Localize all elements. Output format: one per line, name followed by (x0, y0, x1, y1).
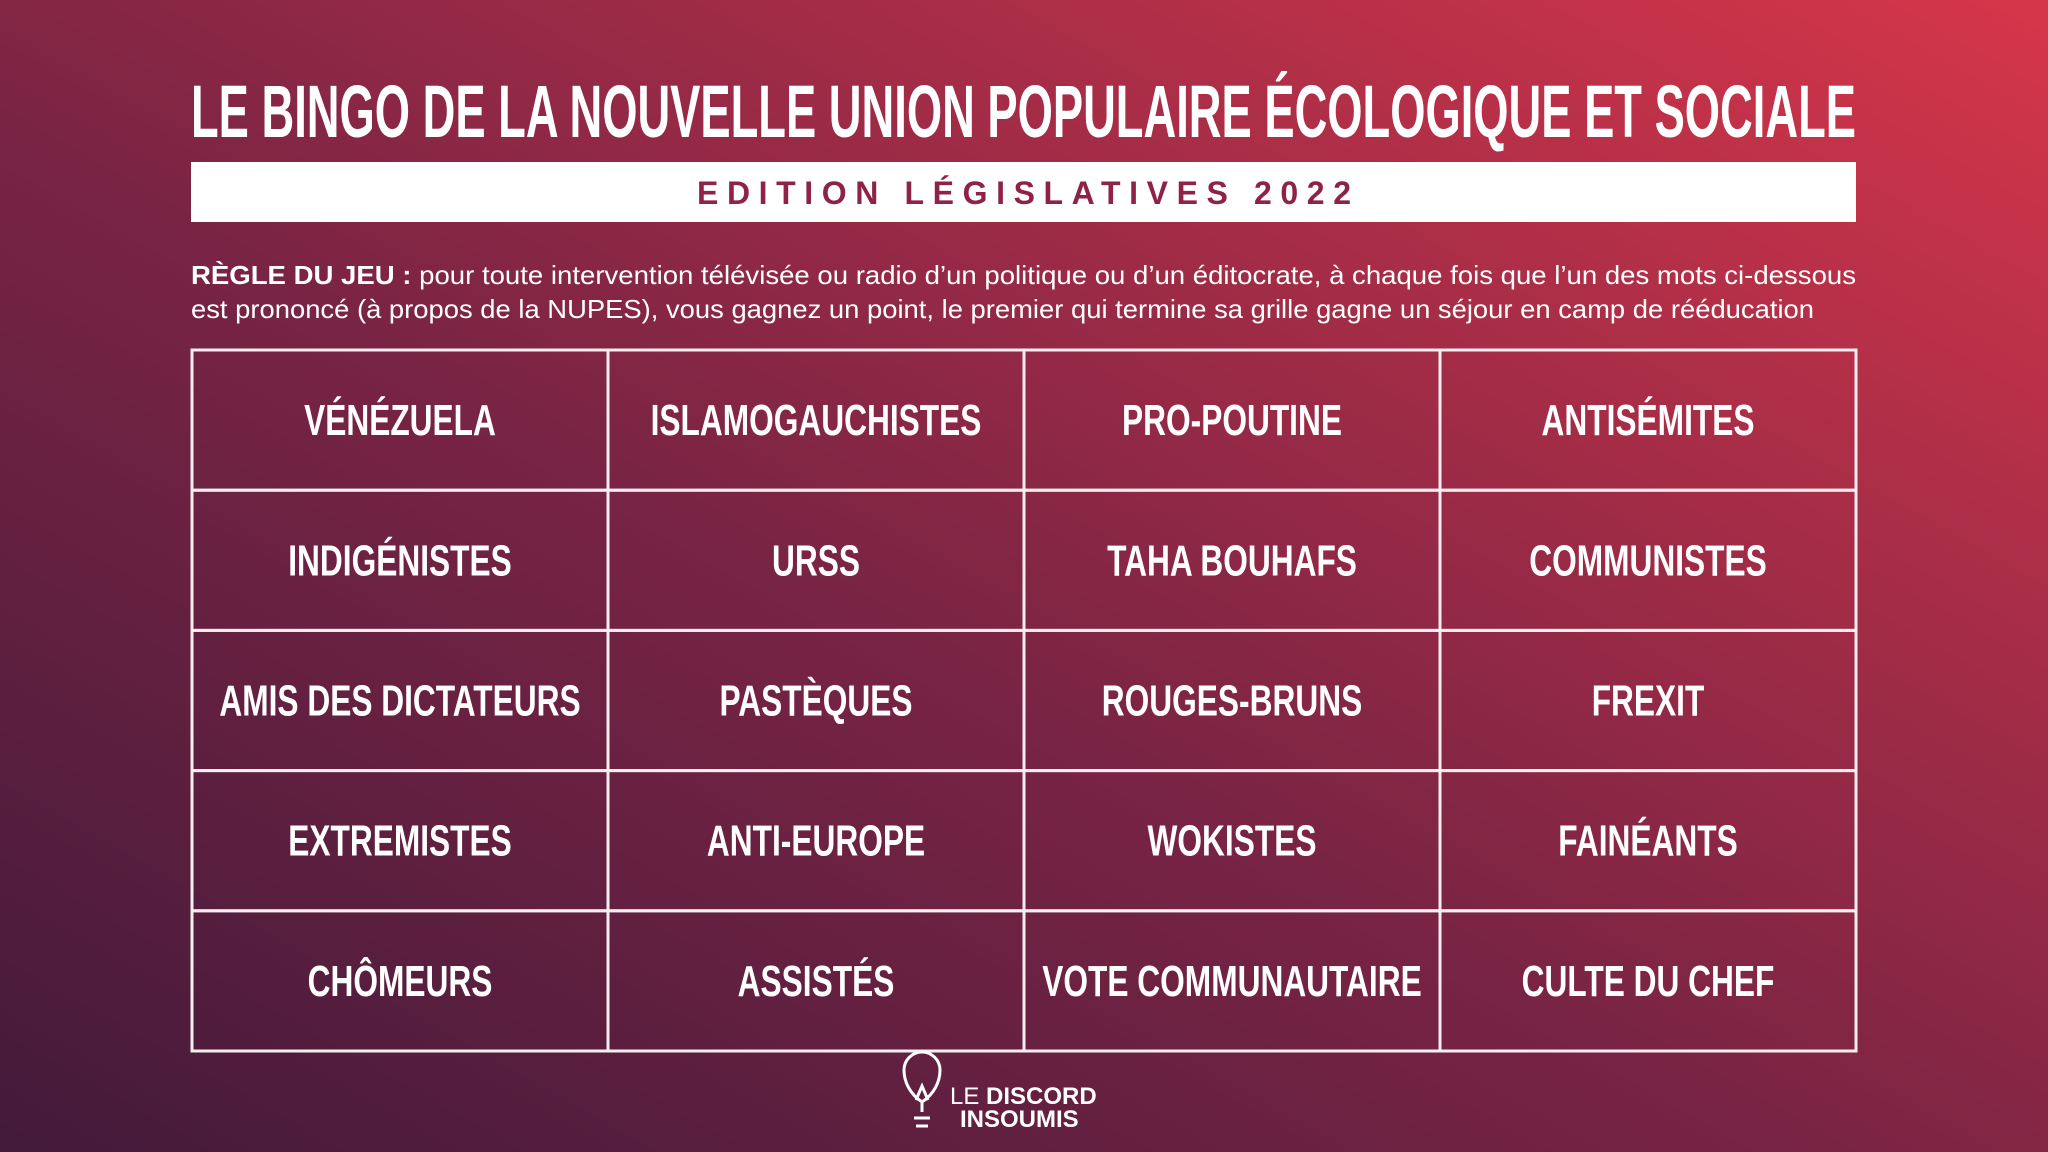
bingo-grid: VÉNÉZUELA ISLAMOGAUCHISTES PRO-POUTINE ANTI… (190, 348, 1858, 1053)
cell-label: ROUGES-BRUNS (1102, 676, 1362, 725)
cell-label: ANTISÉMITES (1542, 395, 1755, 445)
cell-label: INDIGÉNISTES (288, 535, 511, 585)
cell-label: CULTE DU CHEF (1522, 957, 1775, 1006)
cell-label: ASSISTÉS (738, 956, 895, 1006)
cell-label: COMMUNISTES (1529, 536, 1767, 585)
rules-line: RÈGLE DU JEU : pour toute intervention t… (191, 260, 1856, 290)
cell-label: URSS (772, 536, 860, 585)
cell-label: TAHA BOUHAFS (1107, 536, 1357, 585)
cell-label: VÉNÉZUELA (304, 395, 496, 445)
cell-label: FREXIT (1592, 676, 1705, 725)
bulb-icon (902, 1050, 942, 1128)
cell-label: WOKISTES (1148, 817, 1317, 866)
logo-le: LE (950, 1083, 979, 1110)
rules-label: RÈGLE DU JEU : (191, 260, 411, 290)
logo: LE DISCORD INSOUMIS (902, 1050, 1097, 1133)
cell-label: PRO-POUTINE (1122, 396, 1342, 445)
cell-label: ISLAMOGAUCHISTES (651, 396, 982, 445)
cell-label: VOTE COMMUNAUTAIRE (1042, 957, 1421, 1006)
cell-label: ANTI-EUROPE (707, 817, 925, 866)
rules-text: pour toute intervention télévisée ou rad… (419, 260, 1856, 290)
grid-cell (1438, 909, 1858, 1053)
rules-text: est prononcé (à propos de la NUPES), vou… (191, 294, 1814, 324)
cell-label: FAINÉANTS (1558, 816, 1737, 866)
logo-text: LE DISCORD (950, 1083, 1097, 1110)
cell-label: AMIS DES DICTATEURS (219, 676, 580, 725)
subtitle: EDITION LÉGISLATIVES 2022 (697, 175, 1351, 211)
subtitle-bar (191, 162, 1856, 222)
logo-discord: DISCORD (986, 1083, 1097, 1110)
cell-label: EXTREMISTES (288, 817, 511, 866)
cell-label: CHÔMEURS (308, 955, 493, 1007)
cell-label: PASTÈQUES (719, 675, 912, 725)
title: LE BINGO DE LA NOUVELLE UNION POPULAIRE … (191, 70, 1856, 153)
logo-text: INSOUMIS (960, 1106, 1079, 1133)
